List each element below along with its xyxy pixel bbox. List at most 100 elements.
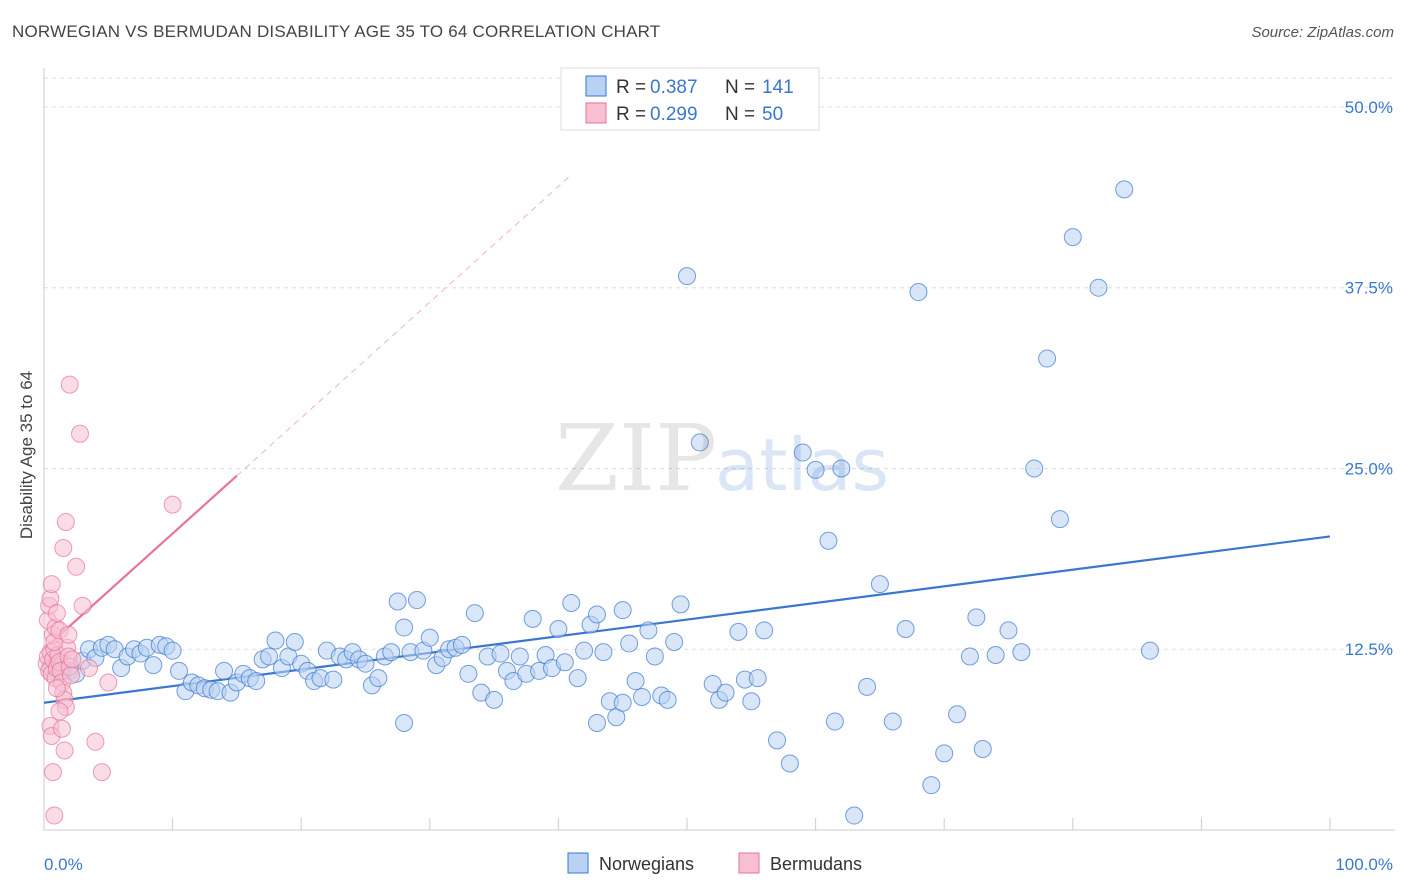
legend-n-value: 50: [762, 104, 783, 125]
norwegian-point: [163, 641, 182, 660]
norwegian-point: [935, 744, 954, 763]
bermudan-point: [86, 732, 105, 751]
norwegian-point: [1115, 180, 1134, 199]
norwegian-point: [395, 618, 414, 637]
norwegian-point: [485, 690, 504, 709]
legend-r-label: R =: [616, 104, 646, 125]
norwegian-point: [845, 806, 864, 825]
x-tick-label: 0.0%: [44, 855, 83, 874]
bermudan-point: [54, 539, 73, 557]
source-label: Source: ZipAtlas.com: [1251, 24, 1394, 41]
norwegian-point: [896, 619, 915, 638]
norwegian-point: [832, 459, 851, 478]
norwegian-point: [247, 672, 266, 691]
norwegian-point: [973, 740, 992, 759]
legend-n-label: N =: [725, 104, 755, 125]
norwegian-point: [215, 661, 234, 680]
bermudan-point: [42, 575, 61, 594]
norwegian-point: [883, 712, 902, 731]
bermudan-point: [92, 763, 111, 782]
axes: 12.5% 25.0% 37.5% 50.0% 0.0% 100.0%: [43, 68, 1395, 874]
norwegian-point: [382, 643, 401, 662]
norwegian-point: [491, 644, 510, 663]
norwegian-point: [587, 713, 606, 732]
legend-n-value: 141: [762, 77, 794, 98]
data-points: [37, 180, 1159, 825]
bermudan-point: [44, 763, 63, 782]
norwegian-point: [452, 635, 471, 654]
bermudan-point: [45, 806, 64, 825]
legend-box: R = 0.387 N = 141 R = 0.299 N = 50: [560, 67, 820, 131]
norwegian-point: [986, 646, 1005, 665]
svg-text:atlas: atlas: [715, 423, 889, 507]
bermudan-point: [73, 596, 92, 615]
y-tick-label: 37.5%: [1345, 279, 1393, 298]
norwegian-point: [144, 656, 163, 675]
legend-r-label: R =: [616, 77, 646, 98]
norwegian-point: [909, 283, 928, 302]
x-tick-label: 100.0%: [1335, 855, 1393, 874]
svg-text:ZIP: ZIP: [555, 405, 717, 512]
bermudan-point: [163, 495, 182, 514]
norwegian-point: [703, 674, 722, 693]
norwegian-point: [594, 643, 613, 662]
bermudan-point: [63, 650, 82, 669]
norwegian-point: [967, 608, 986, 627]
norwegian-point: [825, 712, 844, 731]
bermudan-point: [55, 741, 74, 760]
norwegian-point: [388, 592, 407, 611]
norwegian-point: [948, 705, 967, 724]
legend-n-label: N =: [725, 77, 755, 98]
norwegian-point: [922, 776, 941, 795]
norwegian-point: [632, 687, 651, 706]
norwegian-point: [1089, 278, 1108, 297]
norwegian-point: [671, 595, 690, 614]
norwegian-point: [395, 713, 414, 732]
norwegian-point: [575, 641, 594, 660]
norwegian-point: [806, 460, 825, 479]
norwegian-point: [1050, 510, 1069, 529]
norwegian-point: [716, 683, 735, 702]
norwegian-point: [1012, 643, 1031, 662]
norwegian-point: [356, 654, 375, 673]
norwegian-point: [510, 647, 529, 666]
bermudan-point: [99, 673, 118, 692]
norwegian-point: [324, 670, 343, 689]
norwegian-point: [369, 669, 388, 688]
norwegian-point: [170, 661, 189, 680]
norwegian-point: [613, 693, 632, 712]
norwegian-point: [755, 621, 774, 640]
y-tick-label: 50.0%: [1345, 98, 1393, 117]
bermudan-point: [47, 679, 66, 698]
bottom-legend-bermudans: Bermudans: [770, 854, 862, 874]
y-axis-label: Disability Age 35 to 64: [17, 371, 36, 539]
norwegian-point: [678, 267, 696, 286]
bottom-legend-swatch-pink: [738, 852, 760, 874]
norwegian-point: [260, 647, 279, 666]
norwegian-point: [645, 647, 664, 666]
norwegian-point: [742, 692, 761, 711]
norwegian-point: [613, 601, 632, 620]
norwegian-point: [523, 609, 542, 628]
norwegian-point: [999, 621, 1018, 640]
bermudan-trend-line: [43, 474, 238, 651]
bermudan-trend-extension: [236, 174, 572, 477]
bermudan-point: [59, 625, 78, 644]
norwegian-point: [858, 677, 877, 696]
bermudan-point: [50, 702, 69, 721]
norwegian-point: [1140, 641, 1159, 660]
norwegian-point: [819, 531, 838, 550]
bermudan-point: [71, 424, 90, 443]
legend-swatch-blue: [585, 75, 607, 97]
norwegian-point: [555, 653, 574, 672]
bermudan-point: [67, 557, 86, 576]
bermudan-point: [80, 659, 99, 678]
bermudan-point: [53, 719, 72, 738]
bottom-legend: Norwegians Bermudans: [567, 852, 862, 874]
norwegian-point: [780, 754, 799, 773]
y-tick-label: 12.5%: [1345, 640, 1393, 659]
norwegian-point: [465, 604, 484, 623]
norwegian-point: [420, 628, 439, 647]
norwegian-point: [870, 575, 889, 594]
